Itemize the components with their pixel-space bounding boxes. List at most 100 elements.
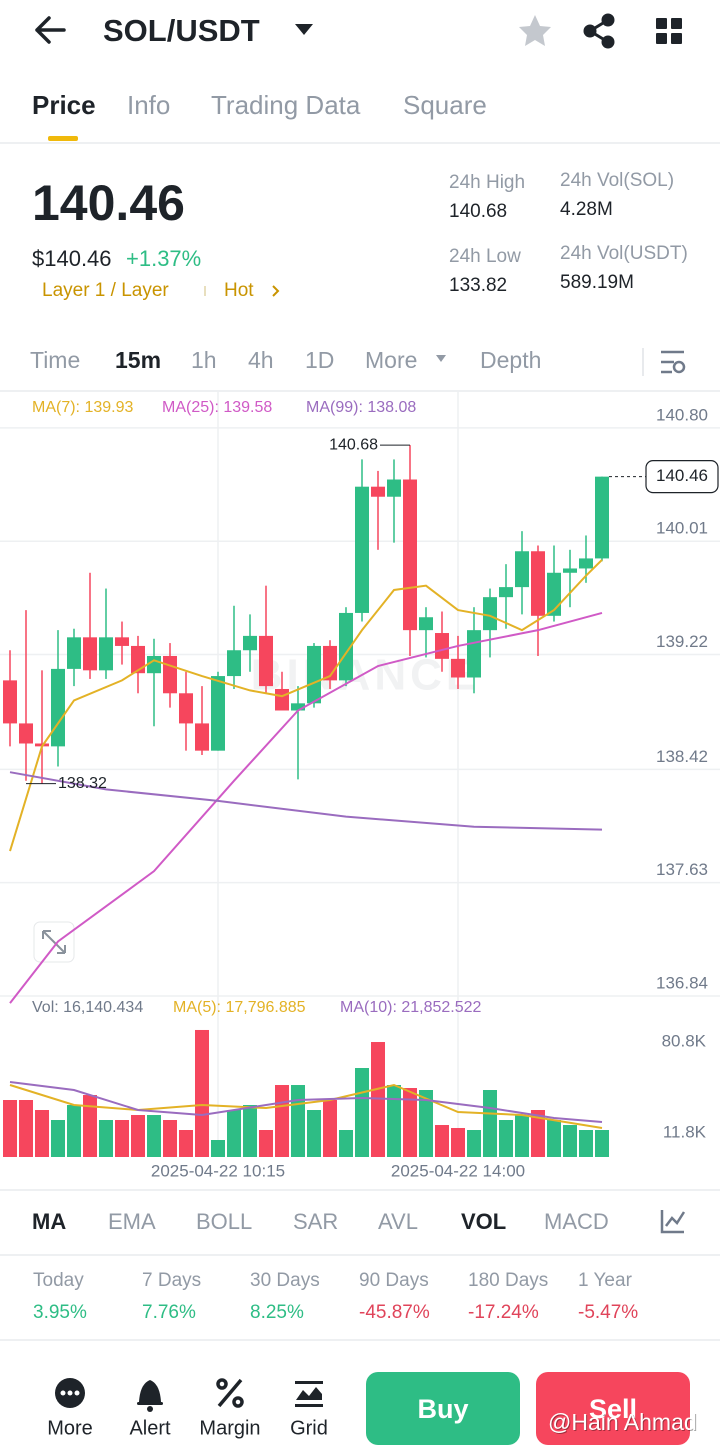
- candle-body: [147, 655, 161, 674]
- y-tick-label: 140.01: [656, 519, 708, 538]
- more-dropdown[interactable]: [436, 355, 446, 362]
- performance-label: 30 Days: [250, 1270, 320, 1291]
- interval[interactable]: 1h: [191, 347, 217, 373]
- interval[interactable]: 4h: [248, 347, 274, 373]
- grid-menu[interactable]: [656, 18, 682, 44]
- ma-line: [9, 1083, 603, 1129]
- expand-button[interactable]: [33, 921, 75, 963]
- stat-label: 24h Vol(USDT): [560, 243, 688, 264]
- performance-label: Today: [33, 1270, 84, 1291]
- candle-body: [419, 617, 433, 631]
- candle-body: [307, 645, 321, 704]
- buy-button[interactable]: [366, 1372, 520, 1445]
- interval[interactable]: Depth: [480, 347, 541, 373]
- stat-value: 4.28M: [560, 199, 613, 220]
- volume-bar: [387, 1085, 401, 1157]
- volume-bar: [179, 1130, 193, 1157]
- action-label[interactable]: Alert: [129, 1417, 171, 1439]
- margin-icon[interactable]: [216, 1378, 244, 1408]
- volume-bar: [259, 1130, 273, 1157]
- interval[interactable]: More: [365, 347, 417, 373]
- volume-bar: [339, 1130, 353, 1157]
- performance-label: 90 Days: [359, 1270, 429, 1291]
- interval[interactable]: 1D: [305, 347, 334, 373]
- candle-body: [579, 558, 593, 569]
- last-price-label: 140.46: [656, 466, 708, 485]
- volume-bar: [307, 1110, 321, 1157]
- performance-value: -5.47%: [578, 1302, 638, 1323]
- action-label[interactable]: Margin: [199, 1417, 260, 1439]
- buy-label[interactable]: Buy: [417, 1394, 468, 1424]
- interval[interactable]: Time: [30, 347, 80, 373]
- indicator-tab[interactable]: AVL: [378, 1209, 418, 1234]
- candle-body: [371, 486, 385, 497]
- y-tick-label: 139.22: [656, 632, 708, 651]
- candle-body: [227, 650, 241, 677]
- indicator-tab[interactable]: VOL: [461, 1209, 506, 1234]
- candle-body: [291, 703, 305, 711]
- grid-icon[interactable]: [295, 1381, 323, 1407]
- sell-label[interactable]: Sell: [589, 1394, 637, 1424]
- candle-body: [131, 645, 145, 674]
- candle-body: [275, 688, 289, 711]
- volume-bar: [547, 1120, 561, 1157]
- performance-label: 1 Year: [578, 1270, 633, 1291]
- last-price-box: [645, 460, 719, 494]
- tab[interactable]: Info: [127, 90, 170, 120]
- chart-settings[interactable]: [661, 350, 686, 374]
- candle-body: [67, 637, 81, 669]
- favorite-star[interactable]: [519, 15, 551, 46]
- candle-body: [451, 658, 465, 678]
- action-label[interactable]: More: [47, 1417, 93, 1439]
- y-tick-label: 138.42: [656, 747, 708, 766]
- volume-bar: [531, 1110, 545, 1157]
- last-price: 140.46: [32, 175, 185, 231]
- hot-tag[interactable]: Hot: [224, 280, 254, 301]
- interval[interactable]: 15m: [115, 347, 161, 373]
- more-icon[interactable]: [55, 1378, 85, 1408]
- y-tick-label: 140.80: [656, 405, 708, 424]
- sell-button[interactable]: [536, 1372, 690, 1445]
- category-tags[interactable]: Layer 1 / Layer: [42, 280, 169, 301]
- high-label: 140.68: [329, 436, 378, 453]
- indicator-tab[interactable]: MACD: [544, 1209, 609, 1234]
- indicator-tab[interactable]: BOLL: [196, 1209, 252, 1234]
- pair-dropdown[interactable]: [295, 24, 313, 35]
- tab[interactable]: Trading Data: [211, 90, 361, 120]
- volume-tick-label: 11.8K: [663, 1122, 707, 1141]
- indicator-tab[interactable]: MA: [32, 1209, 66, 1234]
- ma-line: [9, 1081, 603, 1124]
- ma-legend: MA(25): 139.58: [162, 399, 272, 416]
- candle-body: [83, 637, 97, 671]
- action-label[interactable]: Grid: [290, 1417, 328, 1439]
- back-button[interactable]: [35, 16, 66, 44]
- performance-label: 180 Days: [468, 1270, 548, 1291]
- tab[interactable]: Square: [403, 90, 487, 120]
- volume-legend: MA(5): 17,796.885: [173, 999, 306, 1016]
- candle-body: [435, 633, 449, 659]
- volume-bar: [35, 1110, 49, 1157]
- candle-body: [211, 676, 225, 751]
- indicator-tab[interactable]: EMA: [108, 1209, 156, 1234]
- volume-bar: [579, 1130, 593, 1157]
- indicator-tab[interactable]: SAR: [293, 1209, 338, 1234]
- tab[interactable]: Price: [32, 90, 96, 120]
- share-button[interactable]: [583, 13, 615, 49]
- stat-value: 589.19M: [560, 272, 634, 293]
- performance-value: 3.95%: [33, 1302, 87, 1323]
- performance-value: 8.25%: [250, 1302, 304, 1323]
- performance-label: 7 Days: [142, 1270, 201, 1291]
- volume-bar: [67, 1105, 81, 1157]
- candle-body: [595, 476, 609, 559]
- candle-body: [259, 635, 273, 687]
- performance-value: 7.76%: [142, 1302, 196, 1323]
- candle-body: [499, 587, 513, 598]
- candle-body: [51, 668, 65, 747]
- ma-line: [9, 771, 603, 831]
- ma-legend: MA(99): 138.08: [306, 399, 416, 416]
- indicator-settings[interactable]: [660, 1210, 686, 1234]
- volume-bar: [499, 1120, 513, 1157]
- volume-bar: [371, 1042, 385, 1157]
- alert-icon[interactable]: [137, 1380, 163, 1412]
